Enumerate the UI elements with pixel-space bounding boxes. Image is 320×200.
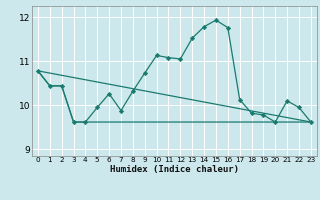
X-axis label: Humidex (Indice chaleur): Humidex (Indice chaleur) <box>110 165 239 174</box>
